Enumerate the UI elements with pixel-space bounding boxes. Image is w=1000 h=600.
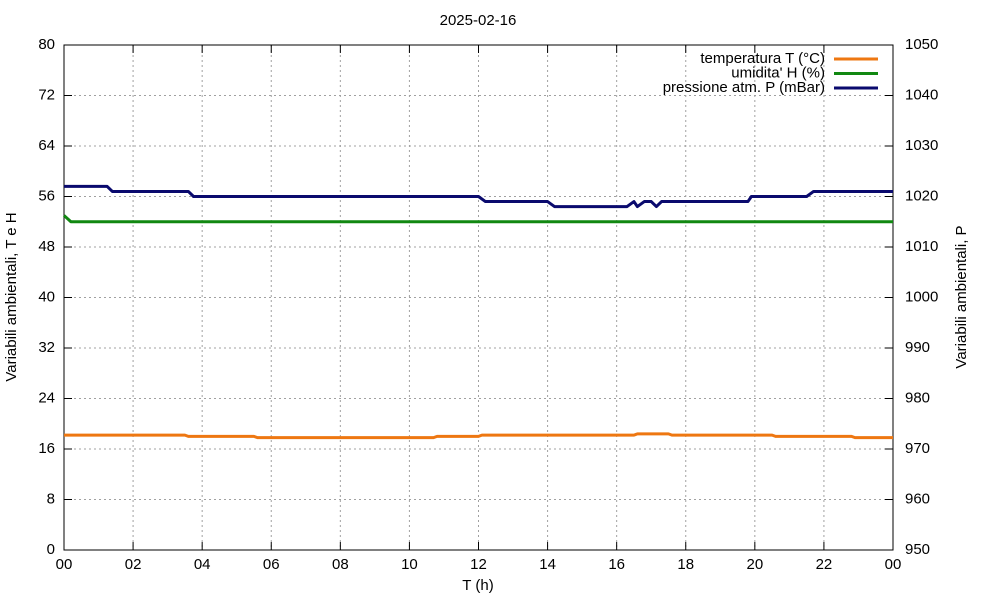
legend-label: pressione atm. P (mBar) [663,79,825,96]
plot-frame [63,44,894,551]
x-tick-label: 20 [746,556,763,573]
y-tick-label: 80 [38,36,55,53]
y-tick-label: 64 [38,137,55,154]
x-tick-label: 06 [263,556,280,573]
y-tick-label: 16 [38,440,55,457]
x-tick-label: 18 [677,556,694,573]
y2-tick-label: 1030 [905,137,938,154]
chart-title: 2025-02-16 [440,12,517,29]
x-tick-label: 04 [194,556,211,573]
series-line [64,184,893,209]
x-tick-label: 02 [125,556,142,573]
y2-tick-label: 980 [905,389,930,406]
x-tick-label: 00 [885,556,902,573]
x-tick-label: 16 [608,556,625,573]
y2-tick-label: 990 [905,339,930,356]
x-tick-label: 12 [470,556,487,573]
x-tick-label: 22 [816,556,833,573]
y2-tick-label: 950 [905,541,930,558]
x-tick-label: 08 [332,556,349,573]
y-tick-label: 32 [38,339,55,356]
y2-tick-label: 960 [905,490,930,507]
y-tick-label: 72 [38,86,55,103]
y2-tick-label: 970 [905,440,930,457]
x-axis-label: T (h) [462,577,493,594]
y-tick-label: 8 [47,490,55,507]
y2-tick-label: 1050 [905,36,938,53]
y-tick-label: 48 [38,238,55,255]
y-axis-label: Variabili ambientali, T e H [3,212,20,381]
y-tick-label: 0 [47,541,55,558]
x-tick-label: 00 [56,556,73,573]
y2-tick-label: 1000 [905,288,938,305]
legend-label: temperatura T (°C) [700,50,825,67]
x-tick-label: 14 [539,556,556,573]
y2-tick-label: 1020 [905,187,938,204]
x-tick-label: 10 [401,556,418,573]
y2-tick-label: 1040 [905,86,938,103]
series-line [62,214,893,224]
y2-axis-label: Variabili ambientali, P [953,225,970,368]
series-line [64,432,893,440]
y-tick-label: 24 [38,389,55,406]
y2-tick-label: 1010 [905,238,938,255]
legend-label: umidita' H (%) [731,64,825,81]
y-tick-label: 56 [38,187,55,204]
y-tick-label: 40 [38,288,55,305]
